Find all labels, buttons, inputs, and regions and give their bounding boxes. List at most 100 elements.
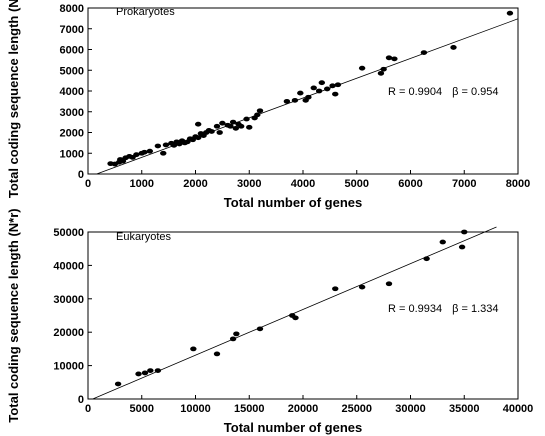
eukaryotes-y-tick-label: 30000 [53,294,84,306]
eukaryotes-data-point [190,346,197,352]
eukaryotes-data-point [147,368,154,374]
eukaryotes-points [114,229,468,387]
eukaryotes-data-point [135,371,142,377]
eukaryotes-data-point [332,286,339,292]
eukaryotes-x-axis-ticks: 0 5000 10000 15000 20000 25000 30000 35000 40000 [85,395,533,415]
eukaryotes-data-point [229,336,237,342]
eukaryotes-data-point [358,284,366,290]
eukaryotes-y-axis-label: Total coding sequence length (N*r) [6,208,21,422]
prokaryotes-y-tick-label: 5000 [60,65,84,77]
prokaryotes-data-point [227,123,234,129]
eukaryotes-x-tick-label: 15000 [234,403,265,415]
eukaryotes-y-tick-label: 40000 [53,260,84,272]
prokaryotes-data-point [194,121,202,127]
prokaryotes-r-label: R = 0.9904 [388,86,442,98]
prokaryotes-data-point [154,143,162,149]
prokaryotes-y-tick-label: 4000 [60,86,84,98]
eukaryotes-x-tick-label: 35000 [449,403,480,415]
prokaryotes-points [107,10,514,167]
prokaryotes-data-point [506,10,514,16]
prokaryotes-data-point [377,70,385,76]
prokaryotes-data-point [297,90,304,96]
eukaryotes-title: Eukaryotes [116,231,172,243]
prokaryotes-data-point [194,135,202,141]
prokaryotes-data-point [254,112,261,118]
prokaryotes-x-tick-label: 7000 [452,178,476,190]
eukaryotes-x-tick-label: 25000 [341,403,372,415]
eukaryotes-data-point [114,381,122,387]
prokaryotes-data-point [162,142,170,148]
prokaryotes-data-point [216,130,223,135]
eukaryotes-data-point [256,326,264,332]
prokaryotes-beta-label: β = 0.954 [452,86,498,98]
prokaryotes-data-point [450,45,457,50]
prokaryotes-y-axis-ticks: 0 1000 2000 3000 4000 5000 6000 7000 8000 [60,3,92,181]
eukaryotes-data-point [233,331,240,337]
prokaryotes-data-point [318,80,326,86]
eukaryotes-data-point [154,368,162,374]
prokaryotes-y-axis-label: Total coding sequence length (N*r) [6,0,21,198]
prokaryotes-data-point [329,83,336,89]
prokaryotes-y-tick-label: 8000 [60,3,84,15]
prokaryotes-data-point [213,123,221,129]
prokaryotes-data-point [237,123,245,129]
eukaryotes-data-point [461,229,468,235]
eukaryotes-x-tick-label: 10000 [180,403,211,415]
prokaryotes-panel: 0 1000 2000 3000 4000 5000 6000 7000 8000 0 1000 2… [6,0,530,210]
eukaryotes-stats: R = 0.9934 β = 1.334 [388,303,499,315]
prokaryotes-data-point [208,129,215,134]
prokaryotes-data-point [160,150,167,156]
prokaryotes-data-point [246,124,253,130]
prokaryotes-data-point [315,88,323,94]
prokaryotes-x-tick-label: 3000 [237,178,261,190]
prokaryotes-x-tick-label: 0 [85,178,91,190]
prokaryotes-x-tick-label: 1000 [130,178,154,190]
eukaryotes-x-tick-label: 5000 [130,403,154,415]
prokaryotes-x-tick-label: 5000 [345,178,369,190]
prokaryotes-data-point [334,82,342,88]
eukaryotes-x-axis-label: Total number of genes [224,420,362,435]
prokaryotes-y-tick-label: 0 [78,169,84,181]
eukaryotes-y-tick-label: 10000 [53,361,84,373]
eukaryotes-data-point [458,244,466,250]
prokaryotes-data-point [170,142,178,148]
eukaryotes-x-tick-label: 30000 [395,403,426,415]
prokaryotes-stats: R = 0.9904 β = 0.954 [388,86,499,98]
eukaryotes-y-tick-label: 0 [78,394,84,406]
prokaryotes-data-point [385,55,393,61]
prokaryotes-data-point [229,119,237,125]
prokaryotes-x-tick-label: 8000 [506,178,530,190]
prokaryotes-data-point [141,149,148,155]
prokaryotes-x-tick-label: 6000 [398,178,422,190]
prokaryotes-y-tick-label: 2000 [60,128,84,140]
prokaryotes-x-axis-label: Total number of genes [224,195,362,210]
prokaryotes-y-tick-label: 1000 [60,148,84,160]
eukaryotes-data-point [385,281,393,287]
prokaryotes-data-point [310,85,317,91]
prokaryotes-x-tick-label: 4000 [291,178,315,190]
eukaryotes-x-tick-label: 0 [85,403,91,415]
prokaryotes-data-point [332,91,339,97]
prokaryotes-y-tick-label: 7000 [60,24,84,36]
eukaryotes-data-point [439,239,446,245]
prokaryotes-data-point [133,152,140,158]
prokaryotes-x-tick-label: 2000 [183,178,207,190]
prokaryotes-data-point [232,125,240,131]
prokaryotes-data-point [256,108,264,114]
eukaryotes-x-tick-label: 40000 [503,403,534,415]
eukaryotes-y-axis-ticks: 0 10000 20000 30000 40000 50000 [53,227,92,406]
prokaryotes-x-axis-ticks: 0 1000 2000 3000 4000 5000 6000 7000 8000 [85,170,530,190]
eukaryotes-beta-label: β = 1.334 [452,303,498,315]
eukaryotes-y-tick-label: 20000 [53,327,84,339]
prokaryotes-data-point [420,50,428,56]
eukaryotes-r-label: R = 0.9934 [388,303,442,315]
eukaryotes-data-point [292,315,299,321]
prokaryotes-y-tick-label: 6000 [60,45,84,57]
prokaryotes-data-point [380,66,387,72]
eukaryotes-panel: 0 5000 10000 15000 20000 25000 30000 35000 40000… [6,208,533,435]
prokaryotes-data-point [291,97,299,103]
eukaryotes-data-point [141,370,149,376]
prokaryotes-data-point [219,120,226,126]
prokaryotes-data-point [391,56,398,62]
